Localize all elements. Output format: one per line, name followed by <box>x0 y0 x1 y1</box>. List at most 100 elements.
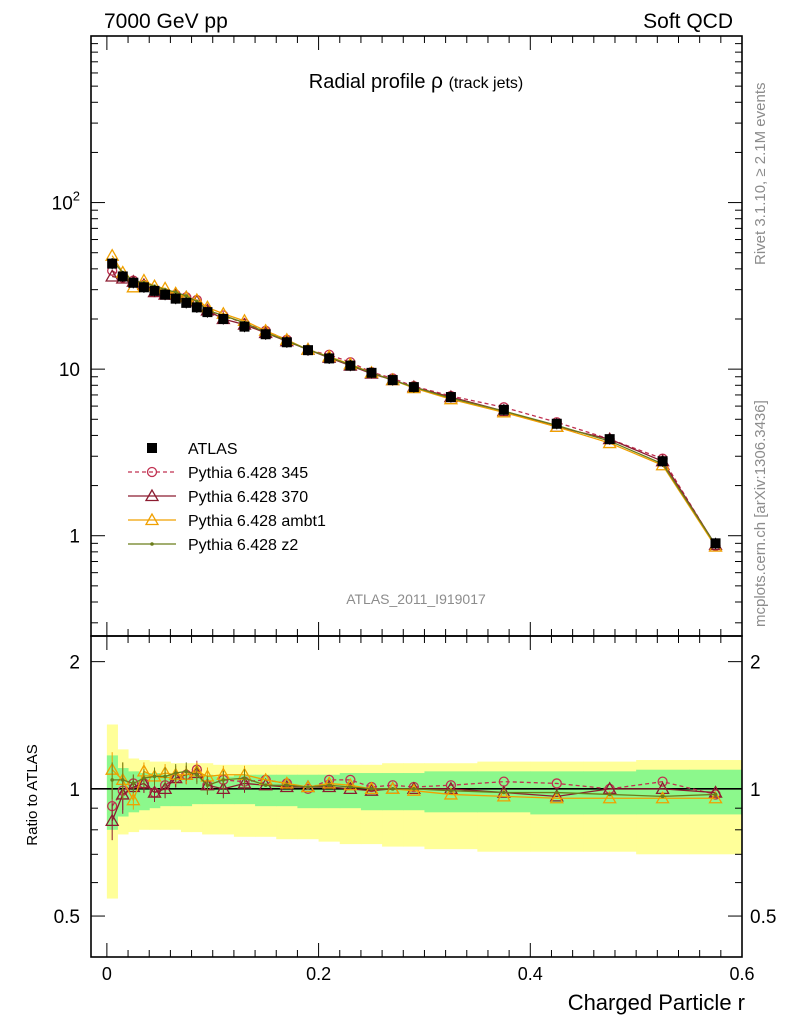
series-point-ratio <box>549 789 564 802</box>
y-tick-label-main: 10 <box>59 360 80 381</box>
legend-item: Pythia 6.428 345 <box>128 465 308 482</box>
series-point-ratio <box>157 781 173 794</box>
legend-label: ATLAS <box>188 441 238 458</box>
series-point-ratio <box>322 776 337 789</box>
legend: ATLAS Pythia 6.428 345 Pythia 6.428 370 Pyt… <box>128 441 326 554</box>
y-tick-label-main: 102 <box>52 189 80 215</box>
x-tick-label: 0.6 <box>729 964 754 984</box>
series-point-main <box>195 299 199 304</box>
series-point-ratio <box>131 781 136 786</box>
series-point-ratio <box>126 792 141 806</box>
legend-marker <box>146 466 158 478</box>
series-point-ratio <box>343 781 358 794</box>
x-tick-label: 0 <box>102 964 112 984</box>
legend-label: Pythia 6.428 370 <box>188 489 308 506</box>
series-point-ratio <box>184 769 189 774</box>
series-point-ratio <box>105 813 120 826</box>
series-point-ratio <box>110 778 114 782</box>
atlas-point <box>324 353 335 364</box>
atlas-point <box>160 289 171 300</box>
atlas-point <box>218 313 229 324</box>
series-point-ratio <box>554 790 559 795</box>
atlas-point <box>551 418 562 429</box>
series-point-ratio <box>345 774 356 786</box>
header-category-label: Soft QCD <box>643 10 733 33</box>
series-point-ratio <box>216 781 231 794</box>
series-point-ratio <box>327 783 331 788</box>
legend-marker <box>144 488 160 502</box>
series-point-ratio <box>443 787 459 800</box>
ratio-band-inner-bin <box>170 774 182 807</box>
series-point-ratio <box>205 783 210 788</box>
series-point-ratio <box>242 776 247 780</box>
series-point-ratio <box>285 783 289 788</box>
atlas-point <box>128 277 139 288</box>
chart-title-main: Radial profile <box>309 71 426 93</box>
legend-marker <box>150 542 154 546</box>
series-point-ratio <box>660 794 665 799</box>
chart-title-symbol: ρ <box>431 70 443 93</box>
legend-label: Pythia 6.428 345 <box>188 465 308 482</box>
series-point-ratio <box>221 778 226 782</box>
series-point-ratio <box>364 783 379 796</box>
series-point-ratio <box>306 785 310 789</box>
legend-marker <box>144 512 160 526</box>
header-energy-label: 7000 GeV pp <box>104 10 228 33</box>
atlas-point <box>710 538 721 549</box>
series-point-ratio <box>385 781 400 794</box>
atlas-point <box>445 392 456 403</box>
atlas-point <box>239 321 250 332</box>
atlas-point <box>170 293 181 304</box>
series-point-ratio <box>502 790 506 795</box>
x-tick-label: 0.4 <box>518 964 543 984</box>
atlas-point <box>181 297 192 308</box>
legend-label: Pythia 6.428 ambt1 <box>188 513 326 530</box>
atlas-point <box>498 404 509 415</box>
series-point-ratio <box>602 790 617 804</box>
y-tick-label-ratio-left: 2 <box>69 653 80 674</box>
ratio-y-axis-label: Ratio to ATLAS <box>24 744 41 845</box>
series-point-ratio <box>406 781 421 794</box>
y-tick-label-ratio-left: 0.5 <box>54 907 80 928</box>
series-point-ratio <box>449 788 453 793</box>
x-axis-label: Charged Particle r <box>568 990 745 1015</box>
atlas-point <box>117 271 128 282</box>
series-point-ratio <box>322 779 337 793</box>
series-point-ratio <box>412 787 416 791</box>
series-point-ratio <box>147 785 162 798</box>
series-point-ratio <box>348 785 353 789</box>
atlas-point <box>408 382 419 393</box>
series-point-ratio <box>655 790 670 804</box>
rivet-version-label: Rivet 3.1.10, ≥ 2.1M events <box>752 83 769 266</box>
mcplots-label: mcplots.cern.ch [arXiv:1306.3436] <box>752 400 769 627</box>
series-point-ratio <box>152 774 157 779</box>
series-point-ratio <box>496 789 511 802</box>
series-point-ratio <box>657 776 668 787</box>
analysis-id: ATLAS_2011_I919017 <box>346 591 486 607</box>
atlas-point <box>604 434 615 445</box>
series-point-main <box>105 269 120 282</box>
atlas-point <box>138 282 149 293</box>
series-atlas <box>107 258 721 549</box>
atlas-point <box>303 345 313 356</box>
series-point-ratio <box>263 783 268 788</box>
ratio-band-inner-bin <box>339 773 362 809</box>
axes-layer: 0 0.2 0.4 0.6 1 10 102 0.5 0.5 1 1 2 2 <box>52 35 776 984</box>
legend-item: Pythia 6.428 z2 <box>128 537 298 554</box>
legend-label: Pythia 6.428 z2 <box>188 537 298 554</box>
series-point-ratio <box>713 792 718 797</box>
series-point-ratio <box>607 792 612 797</box>
legend-item: Pythia 6.428 370 <box>128 488 308 506</box>
ratio-panel-frame <box>90 635 743 958</box>
series-point-ratio <box>120 778 125 782</box>
series-point-ratio <box>369 787 374 791</box>
atlas-point <box>366 367 377 378</box>
series-point-ratio <box>237 776 252 789</box>
series-point-ratio <box>142 776 146 780</box>
ratio-band-inner-bin <box>382 773 404 811</box>
atlas-point <box>191 302 202 313</box>
y-tick-label-ratio-right: 1 <box>750 780 761 801</box>
series-point-ratio <box>390 787 395 791</box>
series-2 <box>105 269 723 841</box>
